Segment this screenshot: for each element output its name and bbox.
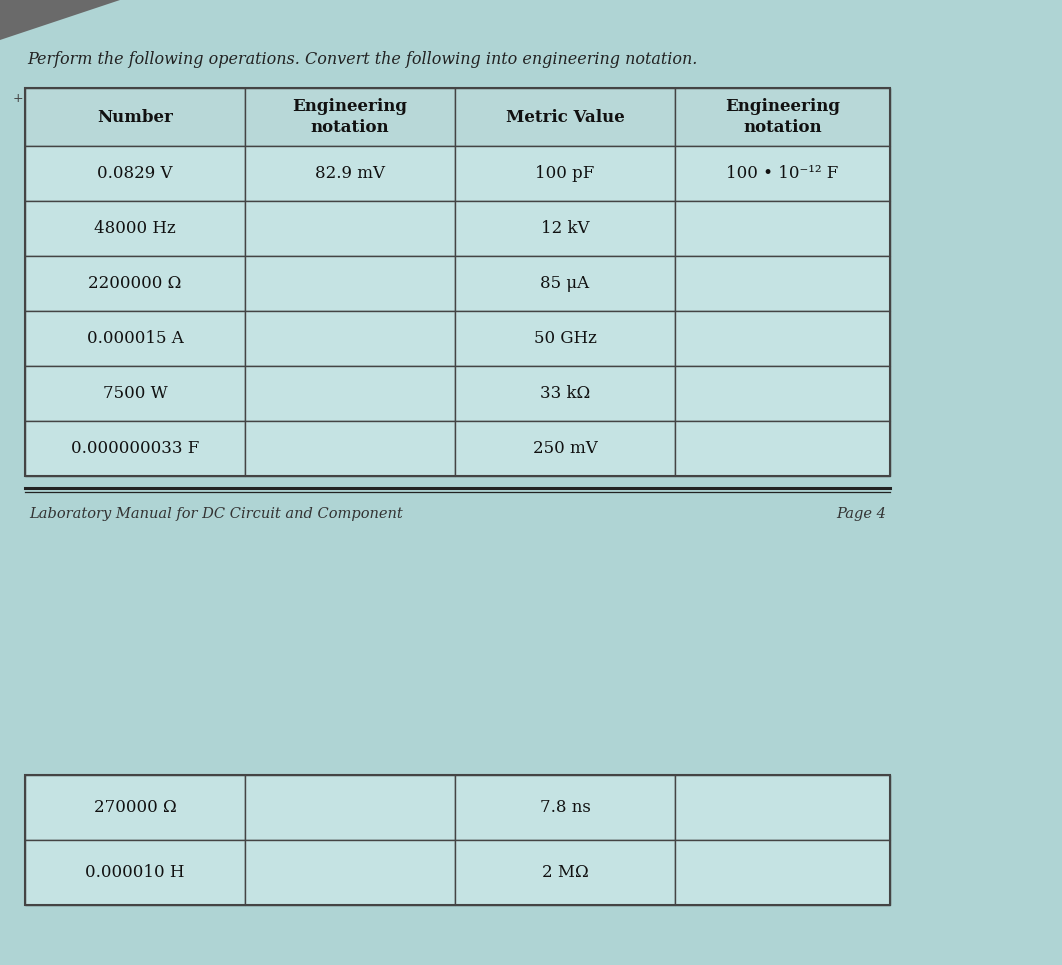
Bar <box>455 366 675 421</box>
Bar <box>455 311 675 366</box>
Bar <box>675 88 890 146</box>
Text: 7.8 ns: 7.8 ns <box>539 799 590 816</box>
Text: 0.000015 A: 0.000015 A <box>87 330 184 347</box>
Bar <box>455 201 675 256</box>
Text: 48000 Hz: 48000 Hz <box>95 220 176 237</box>
Text: 0.000010 H: 0.000010 H <box>85 864 185 881</box>
Bar <box>245 366 455 421</box>
Text: 250 mV: 250 mV <box>533 440 597 457</box>
Text: Perform the following operations. Convert the following into engineering notatio: Perform the following operations. Conver… <box>27 51 698 68</box>
Bar <box>25 256 245 311</box>
Bar <box>25 201 245 256</box>
Bar <box>25 775 890 905</box>
Text: 100 • 10⁻¹² F: 100 • 10⁻¹² F <box>726 165 839 182</box>
Bar <box>245 88 455 146</box>
Bar <box>675 366 890 421</box>
Bar <box>245 201 455 256</box>
Bar <box>455 775 675 840</box>
Text: Number: Number <box>97 108 173 125</box>
Bar <box>25 88 245 146</box>
Text: 7500 W: 7500 W <box>103 385 168 402</box>
Bar <box>455 256 675 311</box>
Bar <box>245 775 455 840</box>
Text: 85 μA: 85 μA <box>541 275 589 292</box>
Text: Page 4: Page 4 <box>836 507 886 521</box>
Polygon shape <box>0 0 120 40</box>
Bar <box>245 256 455 311</box>
Text: 0.0829 V: 0.0829 V <box>98 165 173 182</box>
Text: 33 kΩ: 33 kΩ <box>539 385 590 402</box>
Text: Engineering
notation: Engineering notation <box>292 98 408 136</box>
Bar <box>25 311 245 366</box>
Bar <box>25 775 245 840</box>
Bar <box>245 311 455 366</box>
Bar <box>675 311 890 366</box>
Text: 100 pF: 100 pF <box>535 165 595 182</box>
Text: 0.000000033 F: 0.000000033 F <box>71 440 200 457</box>
Text: 12 kV: 12 kV <box>541 220 589 237</box>
Bar <box>25 421 245 476</box>
Text: Engineering
notation: Engineering notation <box>725 98 840 136</box>
Text: 2200000 Ω: 2200000 Ω <box>88 275 182 292</box>
Bar <box>455 88 675 146</box>
Text: 50 GHz: 50 GHz <box>533 330 597 347</box>
Bar <box>675 775 890 840</box>
Bar <box>245 146 455 201</box>
Text: 2 MΩ: 2 MΩ <box>542 864 588 881</box>
Bar <box>25 146 245 201</box>
Text: Metric Value: Metric Value <box>506 108 624 125</box>
Text: 82.9 mV: 82.9 mV <box>315 165 386 182</box>
Bar <box>455 146 675 201</box>
Bar <box>455 840 675 905</box>
Bar <box>675 840 890 905</box>
Text: Laboratory Manual for DC Circuit and Component: Laboratory Manual for DC Circuit and Com… <box>29 507 402 521</box>
Bar <box>675 256 890 311</box>
Bar <box>675 146 890 201</box>
Bar <box>245 421 455 476</box>
Text: 270000 Ω: 270000 Ω <box>93 799 176 816</box>
Bar <box>675 201 890 256</box>
Text: +: + <box>13 92 23 105</box>
Bar <box>25 88 890 476</box>
Bar <box>675 421 890 476</box>
Bar <box>25 840 245 905</box>
Bar <box>455 421 675 476</box>
Bar <box>25 366 245 421</box>
Bar <box>245 840 455 905</box>
